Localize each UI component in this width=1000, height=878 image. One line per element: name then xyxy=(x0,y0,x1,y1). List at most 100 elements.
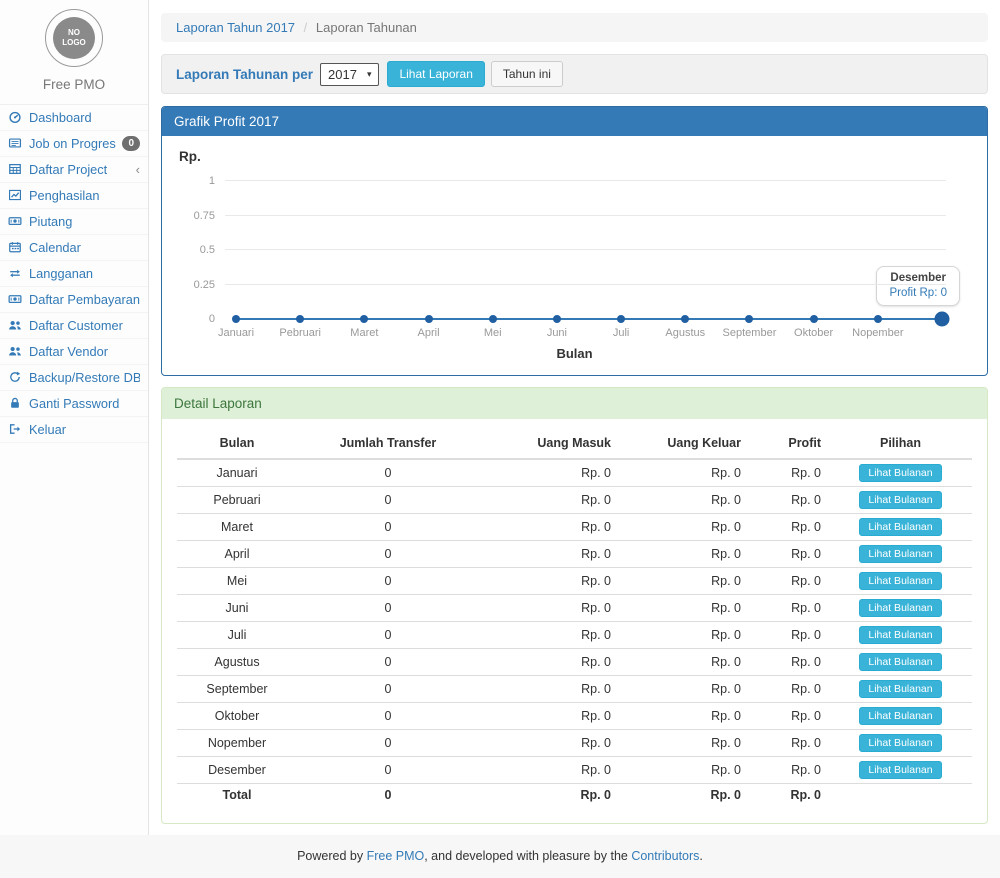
lihat-bulanan-button[interactable]: Lihat Bulanan xyxy=(859,464,941,482)
free-pmo-link[interactable]: Free PMO xyxy=(367,849,425,863)
lihat-bulanan-button[interactable]: Lihat Bulanan xyxy=(859,680,941,698)
cell-bulan: Oktober xyxy=(177,703,297,730)
chart-point-desember[interactable] xyxy=(935,312,950,327)
chart-point-maret[interactable] xyxy=(360,315,368,323)
lihat-bulanan-button[interactable]: Lihat Bulanan xyxy=(859,761,941,779)
cell: Lihat Bulanan xyxy=(829,622,972,649)
lihat-bulanan-button[interactable]: Lihat Bulanan xyxy=(859,734,941,752)
cell: Rp. 0 xyxy=(479,541,619,568)
lihat-bulanan-button[interactable]: Lihat Bulanan xyxy=(859,545,941,563)
x-tick-label: Pebruari xyxy=(279,327,321,339)
lihat-laporan-button[interactable]: Lihat Laporan xyxy=(387,61,484,87)
cell: Rp. 0 xyxy=(479,622,619,649)
lihat-bulanan-button[interactable]: Lihat Bulanan xyxy=(859,707,941,725)
sidebar-item-piutang[interactable]: Piutang xyxy=(0,209,148,235)
table-header-row: BulanJumlah TransferUang MasukUang Kelua… xyxy=(177,428,972,459)
column-header-pilihan: Pilihan xyxy=(829,428,972,459)
x-tick-label: Agustus xyxy=(665,327,705,339)
x-tick-label: Maret xyxy=(350,327,378,339)
cell: Rp. 0 xyxy=(619,595,749,622)
total-cell: 0 xyxy=(297,784,479,807)
cell: Rp. 0 xyxy=(619,487,749,514)
cell: Rp. 0 xyxy=(479,514,619,541)
chart-point-nopember[interactable] xyxy=(874,315,882,323)
sidebar-item-dashboard[interactable]: Dashboard xyxy=(0,105,148,131)
table-icon xyxy=(8,162,23,177)
chart-track: Desember Profit Rp: 0 JanuariPebruariMar… xyxy=(236,181,942,319)
cell-bulan: April xyxy=(177,541,297,568)
lihat-bulanan-button[interactable]: Lihat Bulanan xyxy=(859,599,941,617)
chevron-left-icon: ‹ xyxy=(136,162,140,177)
sidebar-item-job-on-progress[interactable]: Job on Progress 0 xyxy=(0,131,148,157)
dashboard-icon xyxy=(8,110,23,125)
chart-point-agustus[interactable] xyxy=(681,315,689,323)
sidebar-item-label: Daftar Customer xyxy=(29,318,123,333)
total-label: Total xyxy=(177,784,297,807)
chart-point-januari[interactable] xyxy=(232,315,240,323)
x-tick-label: April xyxy=(418,327,440,339)
lihat-bulanan-button[interactable]: Lihat Bulanan xyxy=(859,653,941,671)
sidebar-item-label: Dashboard xyxy=(29,110,92,125)
refresh-icon xyxy=(8,370,23,385)
cell: 0 xyxy=(297,649,479,676)
sidebar-item-label: Calendar xyxy=(29,240,81,255)
total-cell: Rp. 0 xyxy=(749,784,829,807)
sidebar-item-backup-restore-db[interactable]: Backup/Restore DB xyxy=(0,365,148,391)
sidebar-item-label: Keluar xyxy=(29,422,66,437)
year-select[interactable]: 2017 ▾ xyxy=(320,63,379,86)
chart-point-juni[interactable] xyxy=(553,315,561,323)
cell: Rp. 0 xyxy=(749,649,829,676)
badge-count: 0 xyxy=(122,136,140,151)
sidebar-item-penghasilan[interactable]: Penghasilan xyxy=(0,183,148,209)
sidebar: NO LOGO Free PMO DashboardJob on Progres… xyxy=(0,0,149,835)
chart-point-oktober[interactable] xyxy=(810,315,818,323)
cell: Rp. 0 xyxy=(479,568,619,595)
cell: Rp. 0 xyxy=(749,595,829,622)
cell: Lihat Bulanan xyxy=(829,730,972,757)
cell: Lihat Bulanan xyxy=(829,595,972,622)
cell-bulan: Juni xyxy=(177,595,297,622)
table-row: September0Rp. 0Rp. 0Rp. 0Lihat Bulanan xyxy=(177,676,972,703)
sidebar-item-daftar-vendor[interactable]: Daftar Vendor xyxy=(0,339,148,365)
cell-bulan: Juli xyxy=(177,622,297,649)
y-tick-label: 0.5 xyxy=(200,244,215,256)
contributors-link[interactable]: Contributors xyxy=(631,849,699,863)
chart-point-mei[interactable] xyxy=(489,315,497,323)
sidebar-item-keluar[interactable]: Keluar xyxy=(0,417,148,443)
sidebar-item-langganan[interactable]: Langganan xyxy=(0,261,148,287)
cell: Rp. 0 xyxy=(749,730,829,757)
chart-point-juli[interactable] xyxy=(617,315,625,323)
sidebar-item-label: Daftar Pembayaran xyxy=(29,292,140,307)
cell-bulan: Januari xyxy=(177,459,297,487)
cell-bulan: Agustus xyxy=(177,649,297,676)
chart-point-pebruari[interactable] xyxy=(296,315,304,323)
sidebar-item-daftar-project[interactable]: Daftar Project‹ xyxy=(0,157,148,183)
y-tick-label: 0.25 xyxy=(194,279,215,291)
footer-text-suffix: . xyxy=(699,849,702,863)
cell: Rp. 0 xyxy=(749,703,829,730)
tahun-ini-button[interactable]: Tahun ini xyxy=(491,61,563,87)
money-icon xyxy=(8,292,23,307)
table-total-row: Total0Rp. 0Rp. 0Rp. 0 xyxy=(177,784,972,807)
sidebar-item-daftar-customer[interactable]: Daftar Customer xyxy=(0,313,148,339)
sidebar-item-ganti-password[interactable]: Ganti Password xyxy=(0,391,148,417)
chart-point-april[interactable] xyxy=(425,315,433,323)
page: NO LOGO Free PMO DashboardJob on Progres… xyxy=(0,0,1000,835)
sidebar-item-label: Job on Progress xyxy=(29,136,116,151)
lihat-bulanan-button[interactable]: Lihat Bulanan xyxy=(859,572,941,590)
no-logo-seal: NO LOGO xyxy=(53,17,95,59)
chart-point-september[interactable] xyxy=(745,315,753,323)
table-row: Juni0Rp. 0Rp. 0Rp. 0Lihat Bulanan xyxy=(177,595,972,622)
cell: Rp. 0 xyxy=(749,676,829,703)
table-row: Oktober0Rp. 0Rp. 0Rp. 0Lihat Bulanan xyxy=(177,703,972,730)
filter-label: Laporan Tahunan per xyxy=(176,67,313,82)
report-panel-title: Detail Laporan xyxy=(162,388,987,419)
lihat-bulanan-button[interactable]: Lihat Bulanan xyxy=(859,518,941,536)
lihat-bulanan-button[interactable]: Lihat Bulanan xyxy=(859,626,941,644)
sidebar-item-daftar-pembayaran[interactable]: Daftar Pembayaran xyxy=(0,287,148,313)
lihat-bulanan-button[interactable]: Lihat Bulanan xyxy=(859,491,941,509)
footer-text-middle: , and developed with pleasure by the xyxy=(424,849,631,863)
cell-bulan: Maret xyxy=(177,514,297,541)
sidebar-item-calendar[interactable]: Calendar xyxy=(0,235,148,261)
breadcrumb-link[interactable]: Laporan Tahun 2017 xyxy=(176,20,295,35)
